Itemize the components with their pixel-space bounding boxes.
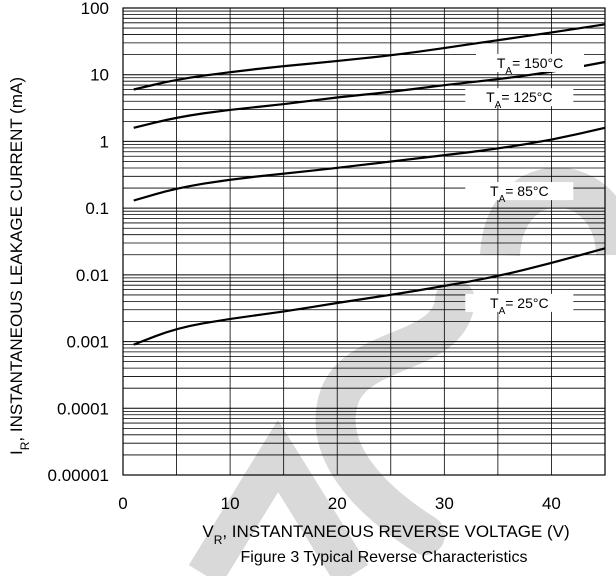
series-line-2: [133, 126, 606, 202]
curve-label-background: [465, 182, 574, 201]
y-tick-label: 10: [90, 66, 109, 85]
series-line-0: [133, 23, 606, 91]
x-tick-label: 10: [221, 494, 240, 513]
y-axis-title: IR, INSTANTANEOUS LEAKAGE CURRENT (mA): [7, 77, 32, 455]
curve-label-1: TA= 125°C: [486, 89, 552, 111]
y-tick-label: 0.001: [66, 333, 109, 352]
x-tick-label: 0: [118, 494, 127, 513]
curve-label-background: [465, 88, 574, 107]
y-tick-label: 0.00001: [48, 466, 109, 485]
series-line-1: [133, 60, 606, 129]
curve-label-0: TA= 150°C: [497, 55, 563, 77]
plot-frame: [122, 7, 606, 476]
x-tick-label: 30: [435, 494, 454, 513]
x-axis-title: VR, INSTANTANEOUS REVERSE VOLTAGE (V): [202, 522, 569, 547]
x-tick-labels: 0 10 20 30 40: [118, 494, 561, 513]
y-tick-label: 100: [81, 0, 109, 18]
y-tick-label: 0.01: [76, 266, 109, 285]
watermark-stroke: [188, 419, 369, 576]
watermark-stroke: [315, 280, 475, 555]
figure-caption: Figure 3 Typical Reverse Characteristics: [241, 549, 528, 566]
y-tick-labels: 0.00001 0.0001 0.001 0.01 0.1 1 10 100: [48, 0, 109, 485]
series-line-3: [133, 247, 606, 346]
watermark-logo: [188, 167, 616, 576]
y-tick-label: 0.1: [85, 199, 109, 218]
x-tick-label: 40: [542, 494, 561, 513]
y-tick-label: 0.0001: [57, 399, 109, 418]
series-group: [133, 23, 606, 346]
curve-labels: TA= 150°C TA= 125°C TA= 85°C TA= 25°C: [465, 53, 585, 317]
curve-label-background: [476, 53, 585, 72]
x-tick-label: 20: [328, 494, 347, 513]
y-tick-label: 1: [100, 132, 109, 151]
chart-grid: [123, 8, 605, 476]
curve-label-3: TA= 25°C: [490, 295, 549, 317]
curve-label-background: [465, 293, 574, 312]
curve-label-2: TA= 85°C: [490, 183, 549, 205]
